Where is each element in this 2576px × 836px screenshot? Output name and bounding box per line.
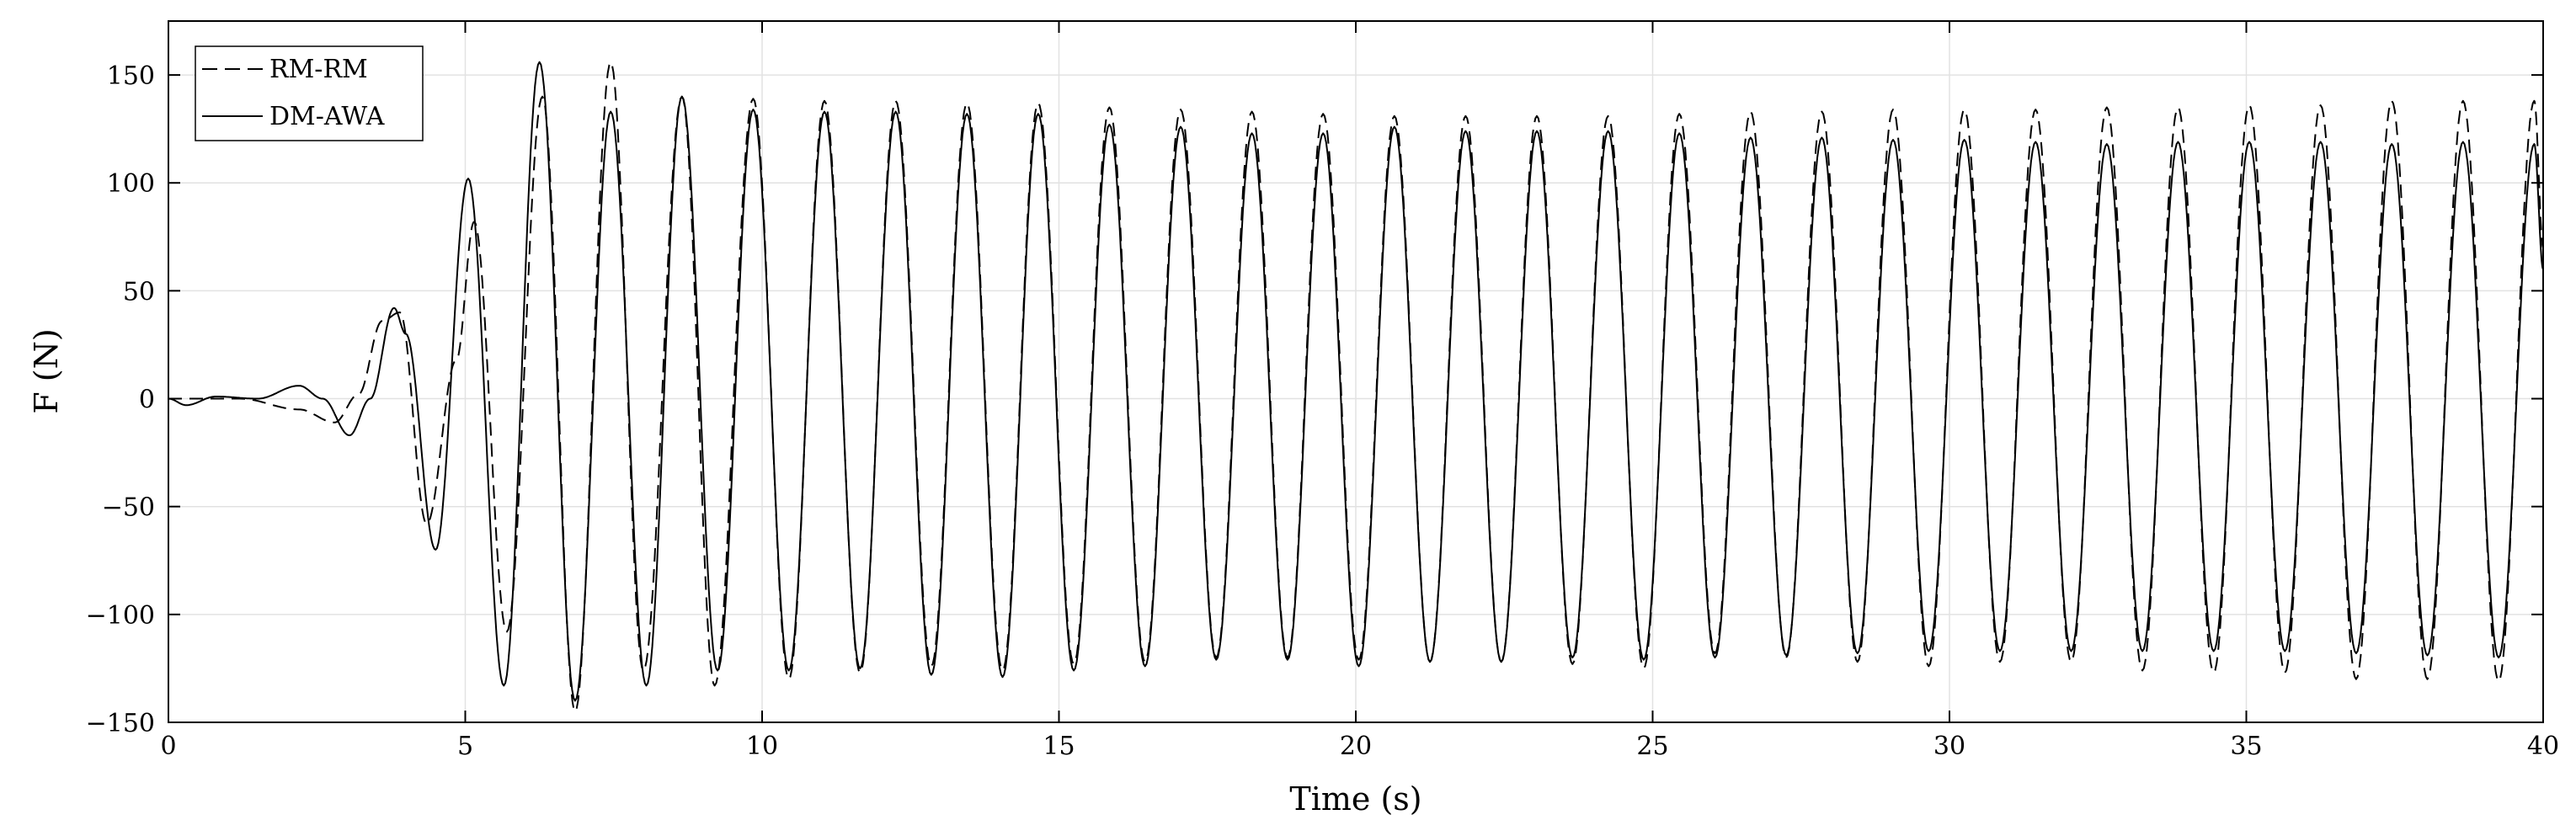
y-tick-label: −50 (102, 493, 155, 523)
ticks (168, 21, 2544, 723)
y-tick-label: 50 (123, 277, 155, 306)
x-tick-label: 20 (1340, 732, 1372, 761)
series-layer (168, 61, 2544, 713)
x-tick-label: 0 (160, 732, 176, 761)
y-axis-label: F (N) (28, 328, 65, 413)
series-line-1 (168, 61, 2544, 702)
x-tick-label: 5 (457, 732, 473, 761)
tick-labels: 0 5 10 15 20 25 30 35 40 −150 −100 −50 0 50 100 150 (86, 61, 2560, 761)
x-tick-label: 30 (1933, 732, 1965, 761)
series-line-0 (168, 61, 2544, 713)
y-tick-label: 100 (107, 169, 155, 199)
x-tick-label: 40 (2527, 732, 2559, 761)
grid (168, 21, 2543, 722)
legend-label-rm-rm: RM-RM (269, 55, 368, 84)
legend: RM-RM DM-AWA (195, 45, 424, 141)
x-tick-label: 10 (746, 732, 778, 761)
legend-label-dm-awa: DM-AWA (269, 102, 385, 131)
x-tick-label: 15 (1043, 732, 1075, 761)
x-tick-label: 25 (1636, 732, 1668, 761)
x-axis-label: Time (s) (1289, 780, 1421, 817)
y-tick-label: −100 (86, 601, 155, 631)
x-tick-label: 35 (2230, 732, 2262, 761)
legend-box (195, 45, 424, 141)
y-tick-label: 150 (107, 61, 155, 91)
y-tick-label: 0 (139, 386, 155, 415)
y-tick-label: −150 (86, 709, 155, 738)
